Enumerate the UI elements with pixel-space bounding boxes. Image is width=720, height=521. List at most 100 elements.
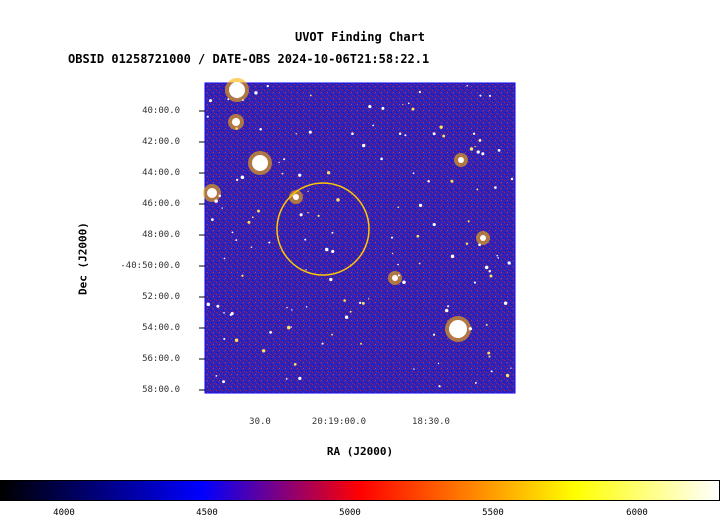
bright-star [207,188,217,198]
colorbar-tick-label: 4000 [53,508,75,518]
faint-star [268,241,271,244]
faint-star [242,99,244,101]
faint-star [397,274,400,277]
faint-star [485,323,488,326]
faint-star [427,179,430,183]
faint-star [481,152,485,156]
faint-star [336,198,340,202]
faint-star [298,173,302,177]
faint-star [488,94,492,97]
faint-star [432,222,436,227]
faint-star [236,178,239,181]
faint-star [444,308,449,313]
bright-star [232,118,240,126]
faint-star [235,239,238,241]
faint-star [331,333,333,336]
y-tick-label: 48:00.0 [142,230,180,240]
faint-star [223,337,226,341]
chart-subtitle: OBSID 01258721000 / DATE-OBS 2024-10-06T… [68,52,430,66]
faint-star [476,188,479,191]
bright-star [229,82,245,98]
faint-star [478,139,482,142]
faint-star [304,238,307,241]
faint-star [223,312,225,314]
faint-star [247,220,251,224]
faint-star [496,254,499,257]
faint-star [450,254,455,259]
faint-star [214,199,218,203]
faint-star [295,133,297,135]
y-axis-label: Dec (J2000) [76,222,90,295]
faint-star [402,104,404,106]
faint-star [291,309,293,311]
faint-star [305,306,308,308]
faint-star [290,326,293,328]
faint-star [368,104,372,109]
faint-star [317,214,320,217]
faint-star [326,171,331,175]
faint-star [321,342,324,345]
y-tick-label: 54:00.0 [142,323,180,333]
faint-star [368,298,370,300]
faint-star [497,257,500,259]
faint-star [438,385,441,388]
faint-star [361,301,365,305]
faint-star [510,367,512,369]
faint-star [488,355,491,358]
faint-star [250,246,253,248]
faint-star [216,304,220,308]
faint-star [254,91,258,95]
faint-star [331,249,335,254]
bright-star [392,275,398,281]
faint-star [397,206,400,209]
faint-star [466,85,468,87]
y-tick-label: 42:00.0 [142,137,180,147]
faint-star [437,362,440,365]
faint-star [505,373,510,378]
faint-star [510,177,514,181]
faint-star [487,351,491,355]
faint-star [484,265,489,270]
faint-star [397,263,399,266]
x-tick-label: 30.0 [249,417,271,427]
faint-star [474,145,476,148]
bright-star [480,235,486,241]
faint-star [309,94,312,97]
faint-star [442,134,446,138]
faint-star [361,143,366,148]
faint-star [222,380,226,384]
faint-star [235,127,238,130]
faint-star [305,269,307,271]
y-tick-label: 44:00.0 [142,168,180,178]
faint-star [472,132,476,135]
faint-star [474,381,477,384]
faint-star [416,234,420,238]
faint-star [211,218,214,221]
faint-star [259,128,262,131]
faint-star [489,274,493,278]
faint-star [476,150,480,154]
faint-star [473,281,477,284]
axis-ticks [199,110,205,391]
faint-star [221,207,223,209]
faint-star [432,132,436,136]
faint-star [240,175,245,180]
faint-star [251,216,254,219]
faint-star [418,90,421,94]
faint-star [308,130,312,134]
faint-star [418,203,423,208]
faint-star [307,212,309,214]
faint-star [488,269,491,273]
faint-star [469,147,474,151]
faint-star [497,149,501,152]
x-axis-label: RA (J2000) [326,445,394,458]
faint-star [324,247,329,252]
faint-star [465,242,469,245]
faint-star [266,84,269,88]
faint-star [398,132,402,135]
faint-star [231,231,234,234]
faint-star [447,305,450,308]
faint-star [307,190,309,193]
faint-star [432,333,436,336]
